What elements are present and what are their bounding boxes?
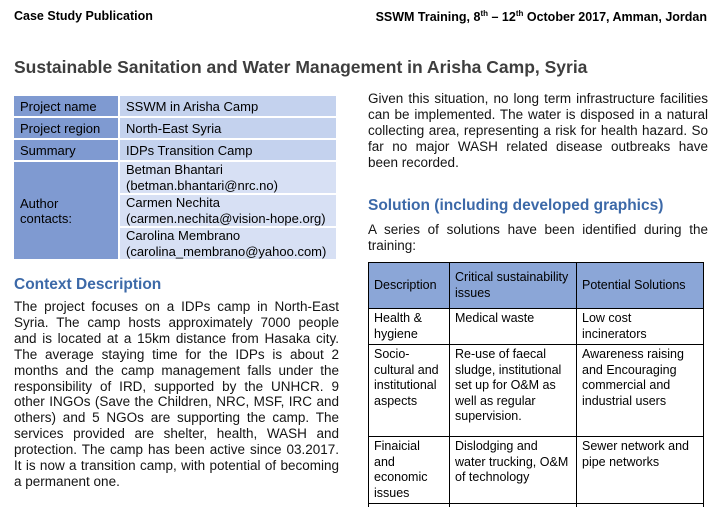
solution-cell-description: Finaicial and economic issues xyxy=(368,436,450,504)
solution-cell-description: Socio-cultural and institutional aspects xyxy=(368,344,450,437)
header-right-sup1: th xyxy=(480,9,488,18)
info-row-summary: Summary IDPs Transition Camp xyxy=(14,140,336,160)
solution-cell-issues: Dislodging and water trucking, O&M of te… xyxy=(449,436,577,504)
info-value-project-region: North-East Syria xyxy=(120,118,336,138)
info-label-summary: Summary xyxy=(14,140,118,160)
header-right-text: SSWM Training, 8th – 12th October 2017, … xyxy=(376,9,707,24)
info-row-project-name: Project name SSWM in Arisha Camp xyxy=(14,96,336,116)
solution-table-header-row: Description Critical sustainability issu… xyxy=(368,262,704,309)
solution-cell-solutions: Sewer network and pipe networks xyxy=(576,436,704,504)
author-email: (carmen.nechita@vision-hope.org) xyxy=(126,210,326,226)
author-name: Betman Bhantari xyxy=(126,162,223,177)
solution-row-clipped xyxy=(368,503,704,507)
author-contacts-label: Author contacts: xyxy=(14,162,118,259)
header-left-text: Case Study Publication xyxy=(14,9,153,23)
solution-table: Description Critical sustainability issu… xyxy=(368,262,704,507)
info-label-project-region: Project region xyxy=(14,118,118,138)
info-label-project-name: Project name xyxy=(14,96,118,116)
header-right-sup2: th xyxy=(515,9,524,18)
context-description-heading: Context Description xyxy=(14,276,162,293)
solution-cell-solutions: Awareness raising and Encouraging commer… xyxy=(576,344,704,437)
author-name: Carmen Nechita xyxy=(126,195,220,210)
solution-intro-paragraph: A series of solutions have been identifi… xyxy=(368,222,708,253)
situation-paragraph: Given this situation, no long term infra… xyxy=(368,91,708,170)
header-right-part3: October 2017, Amman, Jordan xyxy=(523,10,707,25)
page-title: Sustainable Sanitation and Water Managem… xyxy=(14,57,588,77)
solution-cell-solutions: Low cost incinerators xyxy=(576,308,704,345)
solution-cell-issues: Medical waste xyxy=(449,308,577,345)
info-row-author-1: Author contacts: Betman Bhantari (betman… xyxy=(14,162,336,259)
solution-header-solutions: Potential Solutions xyxy=(576,262,704,309)
author-name: Carolina Membrano xyxy=(126,228,241,243)
project-info-table: Project name SSWM in Arisha Camp Project… xyxy=(12,94,338,261)
solution-cell-issues: Re-use of faecal sludge, institutional s… xyxy=(449,344,577,437)
author-entry-2: Carmen Nechita (carmen.nechita@vision-ho… xyxy=(120,195,336,226)
info-value-summary: IDPs Transition Camp xyxy=(120,140,336,160)
solution-row-financial: Finaicial and economic issues Dislodging… xyxy=(368,436,704,504)
solution-header-issues: Critical sustainability issues xyxy=(449,262,577,309)
solution-row-socio: Socio-cultural and institutional aspects… xyxy=(368,344,704,437)
info-row-author-3: Carolina Membrano (carolina_membrano@yah… xyxy=(14,228,336,259)
author-email: (carolina_membrano@yahoo.com) xyxy=(126,243,327,259)
header-right-part2: – 12 xyxy=(488,10,516,25)
info-row-author-2: Carmen Nechita (carmen.nechita@vision-ho… xyxy=(14,195,336,226)
author-email: (betman.bhantari@nrc.no) xyxy=(126,177,278,193)
solution-row-health: Health & hygiene Medical waste Low cost … xyxy=(368,308,704,345)
info-row-project-region: Project region North-East Syria xyxy=(14,118,336,138)
solution-heading: Solution (including developed graphics) xyxy=(368,197,664,214)
solution-cell-description: Health & hygiene xyxy=(368,308,450,345)
solution-header-description: Description xyxy=(368,262,450,309)
author-entry-1: Betman Bhantari (betman.bhantari@nrc.no) xyxy=(120,162,336,193)
info-value-project-name: SSWM in Arisha Camp xyxy=(120,96,336,116)
author-entry-3: Carolina Membrano (carolina_membrano@yah… xyxy=(120,228,336,259)
header-right-part1: SSWM Training, 8 xyxy=(375,10,481,25)
context-description-paragraph: The project focuses on a IDPs camp in No… xyxy=(14,299,339,489)
